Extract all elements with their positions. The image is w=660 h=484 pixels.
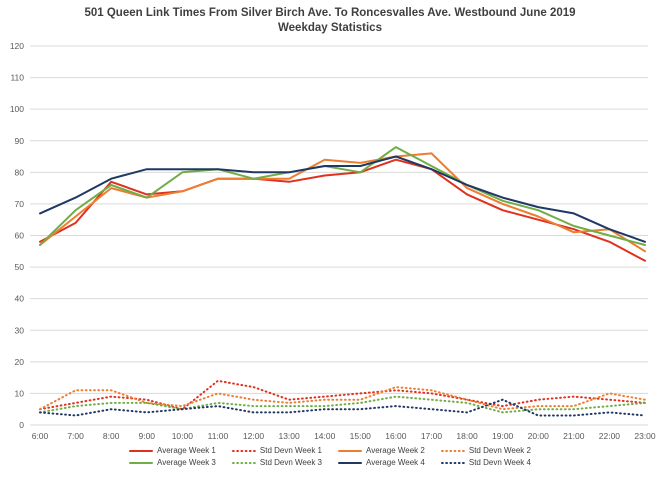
legend-marker-dotted-line-icon xyxy=(231,461,256,464)
legend-item-std-devn-week-2[interactable]: Std Devn Week 2 xyxy=(440,446,531,455)
legend-marker-solid-line-icon xyxy=(338,449,362,452)
x-tick-label: 10:00 xyxy=(172,431,194,441)
legend: Average Week 1 Std Devn Week 1 Average Wee… xyxy=(0,446,660,467)
x-tick-label: 14:00 xyxy=(314,431,336,441)
series-line-std-devn-week-1 xyxy=(39,379,646,411)
legend-label: Std Devn Week 4 xyxy=(468,458,531,467)
chart-title: 501 Queen Link Times From Silver Birch A… xyxy=(84,7,576,19)
legend-item-std-devn-week-3[interactable]: Std Devn Week 3 xyxy=(231,458,322,467)
y-tick-label: 40 xyxy=(15,294,25,304)
x-tick-label: 11:00 xyxy=(208,431,229,441)
x-tick-label: 15:00 xyxy=(350,431,372,441)
legend-item-std-devn-week-1[interactable]: Std Devn Week 1 xyxy=(231,446,322,455)
chart-title-block: 501 Queen Link Times From Silver Birch A… xyxy=(0,6,660,36)
series-line-average-week-1 xyxy=(39,158,646,262)
y-tick-label: 30 xyxy=(15,325,25,335)
legend-row: Average Week 1 Std Devn Week 1 Average Wee… xyxy=(129,446,531,455)
legend-marker-solid-line-icon xyxy=(338,461,362,464)
y-tick-label: 90 xyxy=(15,136,25,146)
x-tick-label: 22:00 xyxy=(599,431,621,441)
y-tick-label: 60 xyxy=(15,231,25,241)
x-tick-label: 23:00 xyxy=(634,431,656,441)
y-tick-label: 50 xyxy=(15,262,25,272)
legend-marker-dotted-line-icon xyxy=(440,461,465,464)
legend-label: Average Week 1 xyxy=(157,446,216,455)
series-line-std-devn-week-4 xyxy=(39,398,646,417)
y-tick-label: 110 xyxy=(10,73,24,83)
x-tick-label: 12:00 xyxy=(243,431,265,441)
y-tick-label: 120 xyxy=(10,41,24,51)
chart-subtitle: Weekday Statistics xyxy=(278,22,382,34)
plot-area: 0 10 20 30 40 50 60 70 80 90 100 110 120 6:00 7:00 8:00… xyxy=(10,41,656,441)
x-tick-label: 8:00 xyxy=(103,431,120,441)
legend-item-average-week-4[interactable]: Average Week 4 xyxy=(338,458,425,467)
y-tick-label: 80 xyxy=(15,167,25,177)
legend-label: Std Devn Week 2 xyxy=(468,446,531,455)
y-tick-label: 100 xyxy=(10,104,24,114)
legend-item-average-week-2[interactable]: Average Week 2 xyxy=(338,446,425,455)
legend-row: Average Week 3 Std Devn Week 3 Average Wee… xyxy=(129,458,531,467)
legend-label: Average Week 4 xyxy=(366,458,425,467)
legend-label: Average Week 3 xyxy=(157,458,216,467)
series-line-std-devn-week-2 xyxy=(39,386,646,411)
legend-marker-dotted-line-icon xyxy=(231,449,256,452)
y-tick-label: 10 xyxy=(15,388,25,398)
legend-marker-solid-line-icon xyxy=(129,449,154,452)
series-line-average-week-3 xyxy=(39,146,646,246)
legend-item-average-week-1[interactable]: Average Week 1 xyxy=(129,446,216,455)
x-tick-label: 16:00 xyxy=(385,431,407,441)
y-tick-label: 70 xyxy=(15,199,25,209)
x-tick-label: 13:00 xyxy=(278,431,300,441)
x-tick-label: 18:00 xyxy=(456,431,478,441)
x-tick-label: 6:00 xyxy=(32,431,49,441)
legend-item-std-devn-week-4[interactable]: Std Devn Week 4 xyxy=(440,458,531,467)
series-line-average-week-2 xyxy=(39,152,646,253)
legend-label: Std Devn Week 3 xyxy=(259,458,322,467)
x-tick-label: 19:00 xyxy=(492,431,514,441)
x-tick-label: 7:00 xyxy=(67,431,84,441)
legend-marker-dotted-line-icon xyxy=(440,449,465,452)
y-tick-label: 20 xyxy=(15,357,25,367)
legend-marker-solid-line-icon xyxy=(129,461,154,464)
series-line-std-devn-week-3 xyxy=(39,395,646,414)
series-line-average-week-4 xyxy=(39,155,646,243)
x-tick-label: 9:00 xyxy=(138,431,155,441)
legend-label: Std Devn Week 1 xyxy=(259,446,322,455)
x-tick-label: 21:00 xyxy=(563,431,585,441)
legend-item-average-week-3[interactable]: Average Week 3 xyxy=(129,458,216,467)
legend-label: Average Week 2 xyxy=(366,446,425,455)
x-tick-label: 17:00 xyxy=(421,431,443,441)
x-tick-label: 20:00 xyxy=(528,431,550,441)
y-tick-label: 0 xyxy=(19,420,24,430)
